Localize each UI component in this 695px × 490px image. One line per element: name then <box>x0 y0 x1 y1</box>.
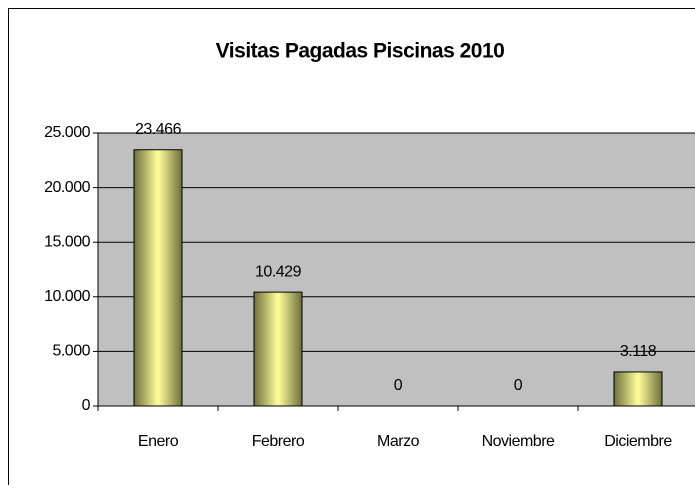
bar <box>134 150 182 406</box>
y-tick-label: 20.000 <box>44 179 91 196</box>
bar <box>614 372 662 406</box>
chart-title: Visitas Pagadas Piscinas 2010 <box>216 40 505 63</box>
x-tick-label: Febrero <box>252 433 305 450</box>
y-tick-label: 5.000 <box>52 343 90 360</box>
plot-area <box>98 133 695 406</box>
x-tick-label: Diciembre <box>604 433 672 450</box>
data-label: 0 <box>394 377 403 394</box>
data-label: 0 <box>514 377 523 394</box>
y-tick-label: 10.000 <box>44 288 91 305</box>
x-tick-label: Noviembre <box>482 433 555 450</box>
y-tick-label: 0 <box>82 397 91 414</box>
data-label: 23.466 <box>135 121 182 138</box>
data-label: 10.429 <box>255 263 302 280</box>
y-tick-label: 15.000 <box>44 233 91 250</box>
x-tick-label: Enero <box>138 433 179 450</box>
bar <box>254 292 302 406</box>
y-tick-label: 25.000 <box>44 124 91 141</box>
data-label: 3.118 <box>620 343 657 360</box>
x-tick-label: Marzo <box>377 433 420 450</box>
